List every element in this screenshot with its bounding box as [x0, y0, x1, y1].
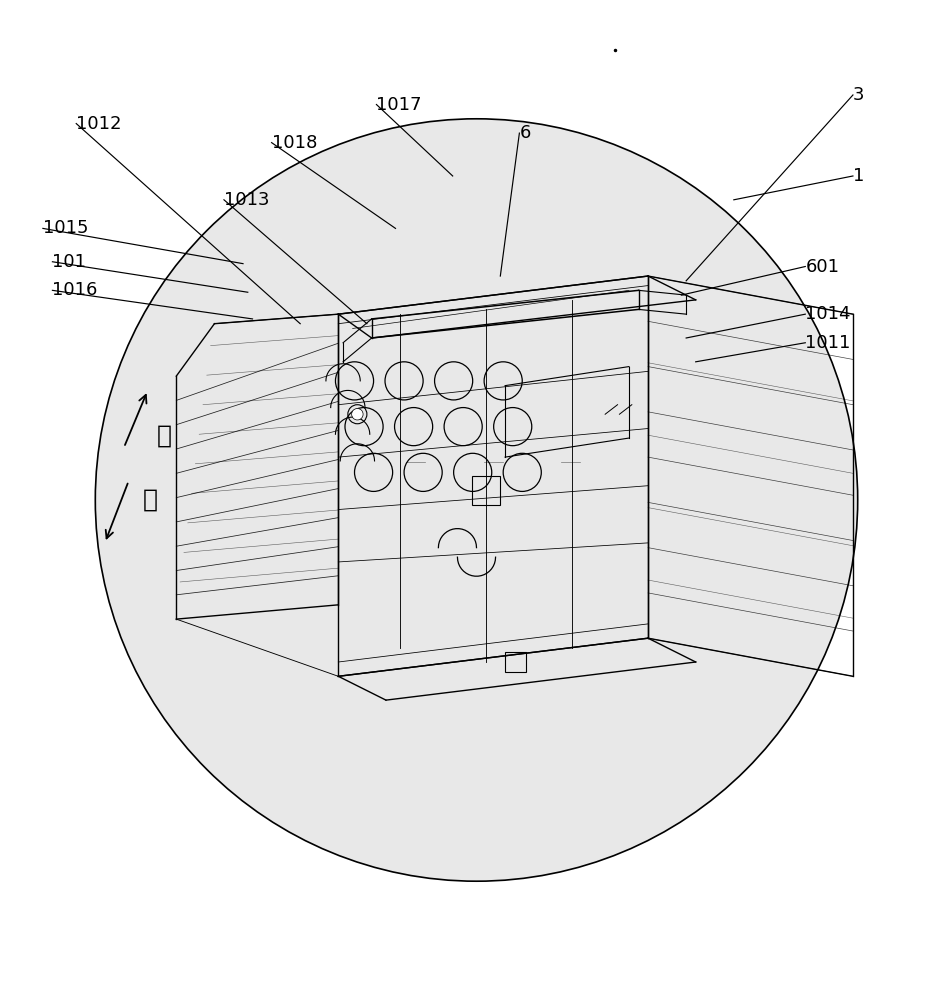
Circle shape	[95, 119, 857, 881]
Text: 3: 3	[852, 86, 863, 104]
Text: 101: 101	[52, 253, 87, 271]
Text: 1017: 1017	[376, 96, 422, 114]
Text: 1013: 1013	[224, 191, 269, 209]
Text: 内: 内	[157, 423, 172, 447]
Bar	[505, 652, 526, 672]
Text: 601: 601	[804, 258, 839, 276]
Text: 1015: 1015	[43, 219, 89, 237]
Text: 6: 6	[519, 124, 530, 142]
Text: 1: 1	[852, 167, 863, 185]
Text: 1011: 1011	[804, 334, 850, 352]
Text: 外: 外	[143, 488, 158, 512]
Text: 1018: 1018	[271, 134, 317, 152]
Text: 1016: 1016	[52, 281, 98, 299]
Text: 1014: 1014	[804, 305, 850, 323]
Circle shape	[351, 409, 363, 420]
Text: 1012: 1012	[76, 115, 122, 133]
Bar	[471, 476, 500, 505]
